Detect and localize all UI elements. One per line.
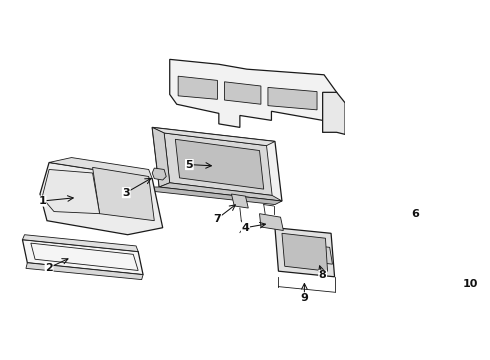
Text: 8: 8 [319, 270, 326, 280]
Polygon shape [450, 221, 490, 278]
Circle shape [366, 186, 372, 191]
Polygon shape [275, 228, 335, 277]
Polygon shape [459, 228, 490, 271]
Circle shape [371, 194, 377, 200]
Text: 7: 7 [214, 213, 221, 224]
Text: 9: 9 [300, 293, 308, 303]
Polygon shape [152, 187, 282, 204]
Polygon shape [224, 82, 261, 104]
Polygon shape [23, 235, 138, 252]
Circle shape [386, 186, 392, 191]
Polygon shape [152, 168, 166, 180]
Circle shape [371, 177, 377, 183]
Polygon shape [231, 194, 248, 208]
Polygon shape [42, 170, 99, 214]
Circle shape [372, 182, 385, 195]
Circle shape [381, 177, 387, 183]
Polygon shape [152, 127, 170, 187]
Polygon shape [178, 76, 218, 99]
Polygon shape [449, 216, 490, 229]
Polygon shape [322, 92, 345, 134]
Polygon shape [23, 240, 143, 275]
Polygon shape [175, 139, 264, 189]
Polygon shape [304, 244, 332, 264]
Circle shape [381, 194, 387, 200]
Text: 5: 5 [186, 159, 193, 170]
Text: 6: 6 [411, 209, 419, 219]
Text: 4: 4 [242, 223, 249, 233]
Polygon shape [40, 162, 163, 235]
Text: 10: 10 [462, 279, 478, 289]
Text: 2: 2 [45, 263, 53, 273]
Text: 3: 3 [122, 188, 130, 198]
Polygon shape [26, 263, 143, 280]
Polygon shape [152, 127, 275, 146]
Polygon shape [49, 158, 152, 179]
Polygon shape [164, 133, 272, 195]
Polygon shape [93, 167, 154, 221]
Polygon shape [159, 183, 282, 201]
Polygon shape [260, 214, 283, 230]
Polygon shape [268, 87, 317, 110]
Polygon shape [170, 59, 337, 132]
Polygon shape [152, 127, 282, 201]
Text: 1: 1 [38, 196, 46, 206]
Polygon shape [282, 233, 327, 271]
